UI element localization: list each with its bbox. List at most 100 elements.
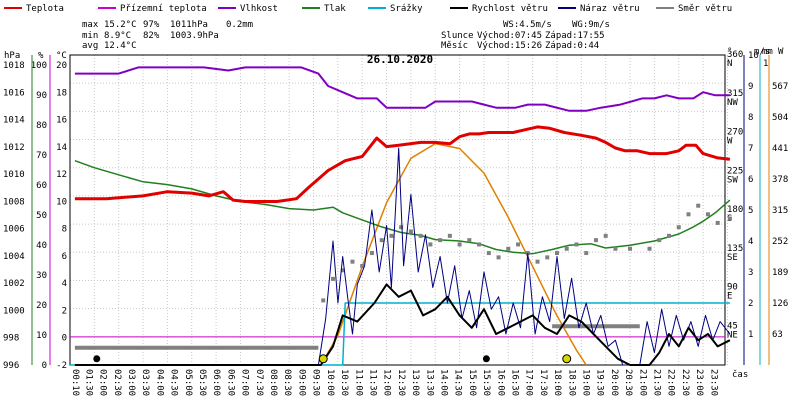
x-tick-label: 05:30 — [197, 369, 207, 396]
legend-label: Rychlost větru — [472, 4, 548, 14]
temp-tick: 20 — [56, 61, 67, 71]
stat-moon-rise: Východ:15:26 — [477, 41, 542, 51]
solar-tick: 567 — [772, 82, 788, 92]
direction-point — [399, 225, 404, 230]
x-tick-label: 16:00 — [495, 369, 505, 396]
axis-pressure-label: hPa — [4, 51, 20, 61]
temp-tick: 0 — [62, 334, 67, 344]
legend-label: Srážky — [390, 4, 423, 14]
legend-label: Přízemní teplota — [120, 4, 207, 14]
pressure-tick: 1016 — [3, 88, 25, 98]
direction-tick: 45 — [727, 321, 738, 331]
sunset-marker — [562, 354, 572, 364]
x-tick-label: 02:30 — [112, 369, 122, 396]
series-solar — [320, 142, 587, 366]
x-tick-label: 04:30 — [169, 369, 179, 396]
legend-label: Směr větru — [678, 4, 732, 14]
chart-title: 26.10.2020 — [367, 53, 433, 66]
wind-tick: 3 — [748, 268, 753, 278]
direction-point — [647, 246, 652, 251]
direction-tick: 315 — [727, 89, 743, 99]
compass-tick: NW — [727, 98, 738, 108]
x-tick-label: 01:30 — [83, 369, 93, 396]
stat-max-temp: 15.2°C — [104, 20, 137, 30]
direction-point — [584, 251, 589, 256]
direction-tick: 90 — [727, 283, 738, 293]
compass-tick: N — [727, 59, 732, 69]
humidity-tick: 10 — [36, 331, 47, 341]
humidity-tick: 0 — [42, 361, 47, 371]
solar-tick: 252 — [772, 237, 788, 247]
direction-point — [389, 233, 394, 238]
wind-tick: 6 — [748, 175, 753, 185]
x-tick-label: 23:00 — [694, 369, 704, 396]
direction-tick: 270 — [727, 128, 743, 138]
stat-sun-set: Západ:17:55 — [545, 31, 605, 41]
wind-tick: 2 — [748, 299, 753, 309]
temp-tick: 4 — [62, 279, 67, 289]
pressure-tick: 1010 — [3, 170, 25, 180]
pressure-tick: 1014 — [3, 116, 25, 126]
pressure-tick: 1008 — [3, 197, 25, 207]
direction-point — [613, 246, 618, 251]
wind-tick: 9 — [748, 82, 753, 92]
direction-point — [628, 246, 633, 251]
temp-tick: 8 — [62, 225, 67, 235]
series-pressure — [74, 159, 731, 255]
direction-point — [574, 242, 579, 247]
temp-tick: 12 — [56, 170, 67, 180]
x-tick-label: 06:30 — [225, 369, 235, 396]
stat-max-label: max — [82, 20, 99, 30]
humidity-tick: 50 — [36, 211, 47, 221]
stat-min-temp: 8.9°C — [104, 31, 131, 41]
temp-tick: 2 — [62, 306, 67, 316]
direction-point — [321, 298, 326, 303]
stat-min-press: 1003.9hPa — [170, 31, 219, 41]
humidity-tick: 40 — [36, 241, 47, 251]
axis-temp-label: °C — [56, 51, 67, 61]
pressure-tick: 1002 — [3, 279, 25, 289]
x-tick-label: 03:00 — [126, 369, 136, 396]
temp-tick: 6 — [62, 252, 67, 262]
direction-point — [545, 255, 550, 260]
x-tick-label: 16:30 — [509, 369, 519, 396]
direction-point — [447, 233, 452, 238]
direction-point — [657, 238, 662, 243]
x-tick-label: 15:30 — [481, 369, 491, 396]
pressure-tick: 1006 — [3, 225, 25, 235]
series-humidity — [74, 66, 730, 112]
direction-point — [555, 251, 559, 256]
x-tick-label: 23:30 — [708, 369, 718, 396]
humidity-tick: 80 — [36, 121, 47, 131]
stat-sun-rise: Východ:07:45 — [477, 31, 542, 41]
pressure-tick: 1004 — [3, 252, 25, 262]
direction-point — [408, 229, 413, 234]
x-tick-label: 00:10 — [70, 369, 80, 396]
x-tick-label: 15:00 — [467, 369, 477, 396]
stat-wind: WS:4.5m/s — [503, 20, 552, 30]
x-tick-label: 17:00 — [524, 369, 534, 396]
x-tick-label: 21:30 — [652, 369, 662, 396]
plot-frame — [69, 54, 726, 366]
x-tick-label: 14:00 — [438, 369, 448, 396]
x-tick-label: 08:30 — [282, 369, 292, 396]
series-rain — [70, 302, 730, 366]
direction-tick: 225 — [727, 166, 743, 176]
humidity-tick: 90 — [36, 91, 47, 101]
direction-point — [696, 203, 701, 208]
sunrise-marker — [318, 354, 328, 364]
direction-point — [340, 268, 345, 273]
pressure-tick: 998 — [3, 334, 19, 344]
wind-tick: 10 — [748, 51, 759, 61]
x-axis-label: čas — [732, 369, 748, 380]
compass-tick: NE — [727, 330, 738, 340]
stat-avg-label: avg — [82, 41, 98, 51]
direction-point — [667, 233, 672, 238]
direction-point — [486, 251, 491, 256]
x-tick-label: 05:00 — [183, 369, 193, 396]
temp-tick: 14 — [56, 143, 67, 153]
x-tick-label: 19:00 — [581, 369, 591, 396]
direction-point — [360, 263, 365, 268]
wind-tick: 1 — [748, 330, 753, 340]
